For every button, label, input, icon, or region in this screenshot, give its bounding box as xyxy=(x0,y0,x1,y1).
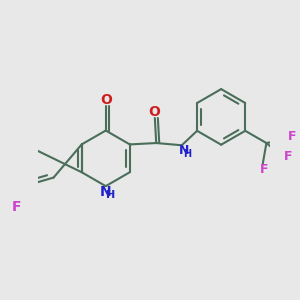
Text: F: F xyxy=(11,200,21,214)
Text: N: N xyxy=(178,144,189,157)
Text: F: F xyxy=(284,150,292,163)
Text: H: H xyxy=(106,190,115,200)
Text: H: H xyxy=(183,148,191,159)
Text: F: F xyxy=(260,163,268,176)
Text: F: F xyxy=(288,130,297,143)
Text: N: N xyxy=(100,185,112,200)
Text: O: O xyxy=(100,93,112,107)
Text: O: O xyxy=(148,106,160,119)
